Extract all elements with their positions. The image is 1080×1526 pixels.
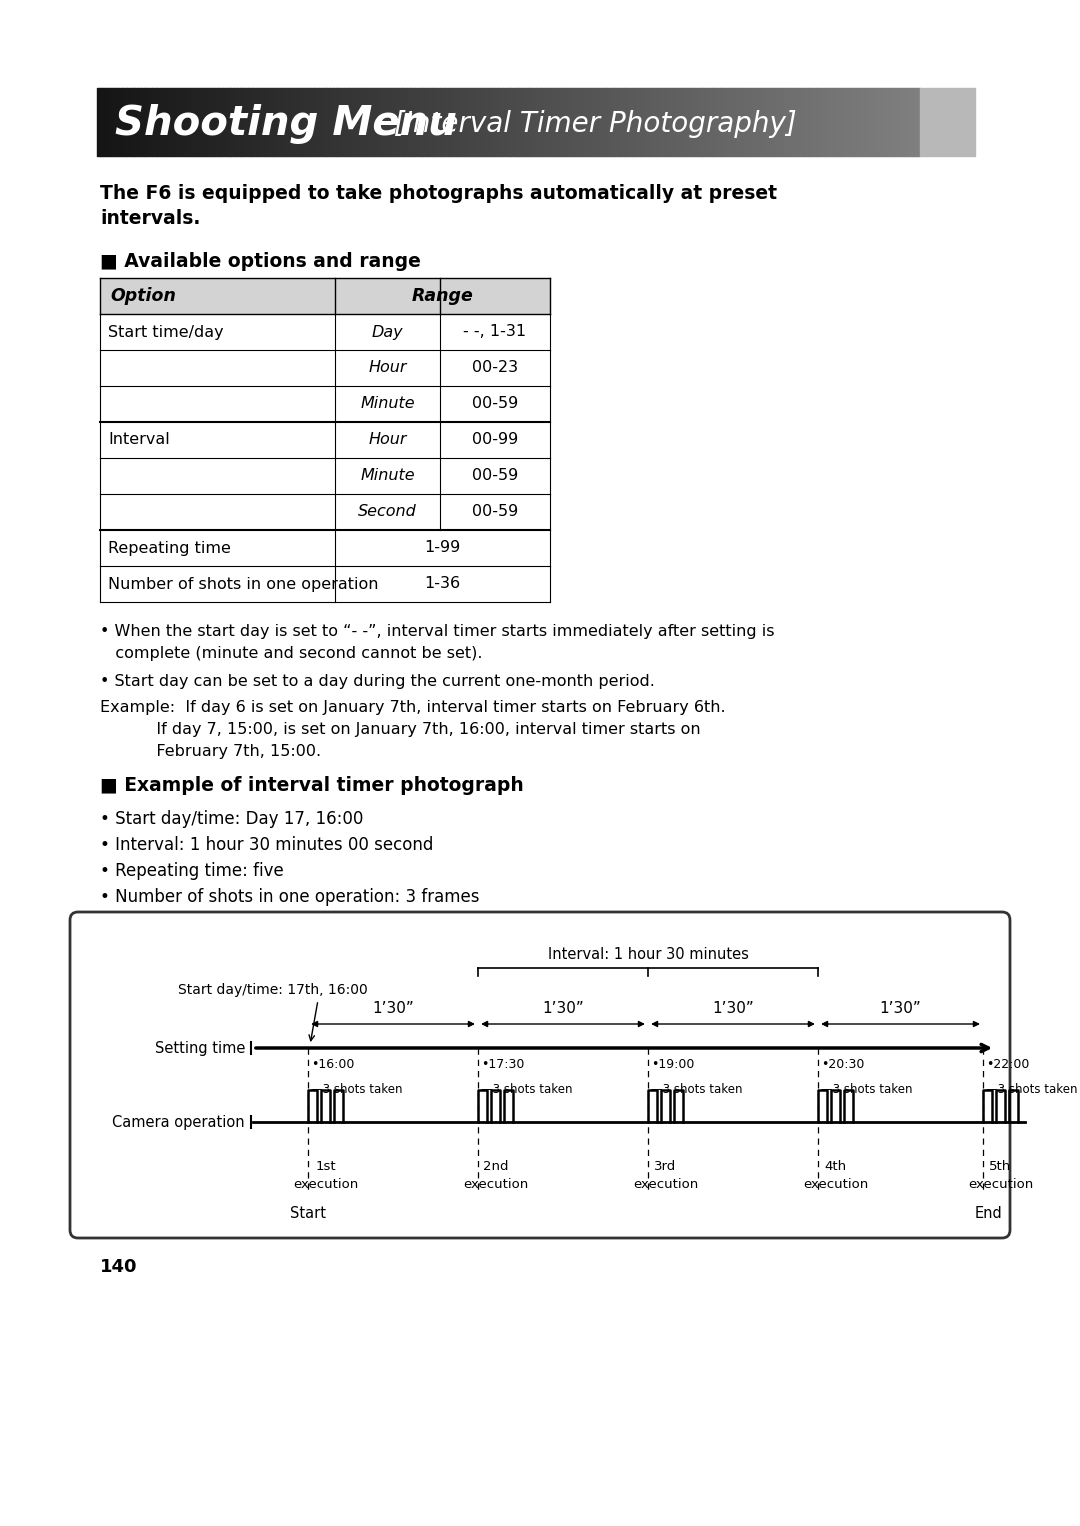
Text: 1’30”: 1’30” [542, 1001, 584, 1016]
Text: 140: 140 [100, 1257, 137, 1276]
Text: Hour: Hour [368, 360, 407, 375]
Text: 1’30”: 1’30” [712, 1001, 754, 1016]
Text: •20:30: •20:30 [821, 1058, 864, 1071]
Text: 1-99: 1-99 [424, 540, 461, 555]
Text: 1-36: 1-36 [424, 577, 460, 592]
Text: Range: Range [411, 287, 473, 305]
Bar [100, 423, 550, 458]
Text: —3 shots taken: —3 shots taken [311, 1083, 403, 1096]
Text: •16:00: •16:00 [311, 1058, 354, 1071]
Text: 1’30”: 1’30” [373, 1001, 414, 1016]
Text: Number of shots in one operation: Number of shots in one operation [108, 577, 378, 592]
Text: 1st: 1st [315, 1160, 336, 1173]
Text: Second: Second [359, 505, 417, 519]
Text: ■ Available options and range: ■ Available options and range [100, 252, 421, 272]
Text: • When the start day is set to “- -”, interval timer starts immediately after se: • When the start day is set to “- -”, in… [100, 624, 774, 639]
Text: Option: Option [110, 287, 176, 305]
Text: End: End [974, 1206, 1002, 1221]
Text: • Start day/time: Day 17, 16:00: • Start day/time: Day 17, 16:00 [100, 810, 363, 829]
Text: [Interval Timer Photography]: [Interval Timer Photography] [384, 110, 797, 137]
FancyBboxPatch shape [70, 913, 1010, 1238]
Text: 00-99: 00-99 [472, 432, 518, 447]
Text: • Start day can be set to a day during the current one-month period.: • Start day can be set to a day during t… [100, 674, 654, 690]
Text: 1’30”: 1’30” [879, 1001, 921, 1016]
Bar [100, 458, 550, 494]
Text: Minute: Minute [361, 468, 415, 484]
Text: If day 7, 15:00, is set on January 7th, 16:00, interval timer starts on: If day 7, 15:00, is set on January 7th, … [100, 722, 701, 737]
Text: • Number of shots in one operation: 3 frames: • Number of shots in one operation: 3 fr… [100, 888, 480, 906]
Text: 00-59: 00-59 [472, 468, 518, 484]
Text: Start day/time: 17th, 16:00: Start day/time: 17th, 16:00 [178, 983, 368, 996]
Text: execution: execution [633, 1178, 698, 1190]
Text: •22:00: •22:00 [986, 1058, 1029, 1071]
Text: Interval: Interval [108, 432, 170, 447]
Text: execution: execution [968, 1178, 1034, 1190]
Text: —3 shots taken: —3 shots taken [481, 1083, 572, 1096]
Text: Setting time: Setting time [154, 1041, 245, 1056]
Text: •17:30: •17:30 [481, 1058, 525, 1071]
Bar [100, 566, 550, 601]
Text: Day: Day [372, 325, 403, 339]
Bar [100, 314, 550, 349]
Text: 5th: 5th [989, 1160, 1012, 1173]
Text: —3 shots taken: —3 shots taken [986, 1083, 1078, 1096]
Bar [100, 386, 550, 423]
Text: —3 shots taken: —3 shots taken [651, 1083, 743, 1096]
Text: Repeating time: Repeating time [108, 540, 231, 555]
Text: execution: execution [463, 1178, 528, 1190]
Text: The F6 is equipped to take photographs automatically at preset: The F6 is equipped to take photographs a… [100, 185, 777, 203]
Text: • Repeating time: five: • Repeating time: five [100, 862, 284, 881]
Text: Start time/day: Start time/day [108, 325, 224, 339]
Text: complete (minute and second cannot be set).: complete (minute and second cannot be se… [100, 645, 483, 661]
Text: Interval: 1 hour 30 minutes: Interval: 1 hour 30 minutes [548, 948, 748, 961]
Text: Minute: Minute [361, 397, 415, 412]
Text: intervals.: intervals. [100, 209, 201, 227]
Text: —3 shots taken: —3 shots taken [821, 1083, 913, 1096]
Text: Shooting Menu: Shooting Menu [114, 104, 457, 143]
Text: 2nd: 2nd [483, 1160, 509, 1173]
Text: 4th: 4th [824, 1160, 847, 1173]
Bar [100, 530, 550, 566]
Text: •19:00: •19:00 [651, 1058, 694, 1071]
Text: 3rd: 3rd [654, 1160, 677, 1173]
Text: - -, 1-31: - -, 1-31 [463, 325, 527, 339]
Text: 00-59: 00-59 [472, 397, 518, 412]
Text: execution: execution [293, 1178, 359, 1190]
Text: 00-23: 00-23 [472, 360, 518, 375]
Bar [100, 349, 550, 386]
Text: February 7th, 15:00.: February 7th, 15:00. [100, 745, 321, 758]
Text: Hour: Hour [368, 432, 407, 447]
Text: 00-59: 00-59 [472, 505, 518, 519]
Bar [100, 494, 550, 530]
Bar [100, 278, 550, 314]
Text: execution: execution [802, 1178, 868, 1190]
Text: Camera operation: Camera operation [112, 1114, 245, 1129]
Text: Start: Start [291, 1206, 326, 1221]
Text: • Interval: 1 hour 30 minutes 00 second: • Interval: 1 hour 30 minutes 00 second [100, 836, 433, 855]
Text: Example:  If day 6 is set on January 7th, interval timer starts on February 6th.: Example: If day 6 is set on January 7th,… [100, 700, 726, 716]
Text: ■ Example of interval timer photograph: ■ Example of interval timer photograph [100, 777, 524, 795]
